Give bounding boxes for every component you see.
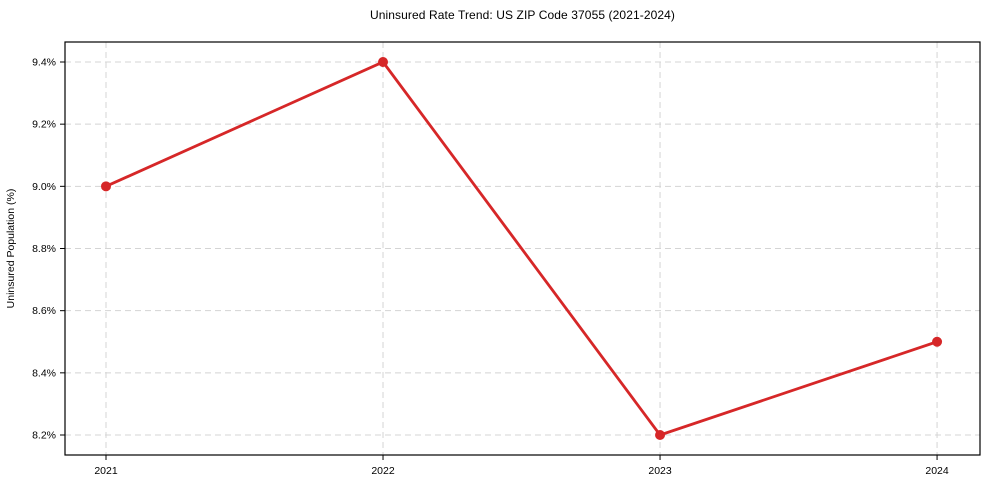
y-axis-title: Uninsured Population (%) (5, 189, 17, 309)
x-tick-label: 2022 (371, 465, 395, 477)
data-point (932, 336, 943, 347)
y-tick-label: 9.0% (32, 181, 56, 193)
chart-title: Uninsured Rate Trend: US ZIP Code 37055 … (369, 8, 676, 22)
y-tick-label: 9.2% (32, 119, 56, 131)
data-point (100, 181, 111, 192)
y-tick-label: 8.6% (32, 305, 56, 317)
trend-line (104, 60, 939, 437)
x-tick-label: 2023 (648, 465, 672, 477)
y-tick-label: 8.8% (32, 243, 56, 255)
x-tick-label: 2024 (925, 465, 949, 477)
y-tick-label: 8.2% (32, 430, 56, 442)
data-point (378, 56, 389, 67)
y-tick-label: 9.4% (32, 56, 56, 68)
x-tick-label: 2021 (94, 465, 118, 477)
data-point (655, 430, 666, 441)
y-tick-label: 8.4% (32, 367, 56, 379)
